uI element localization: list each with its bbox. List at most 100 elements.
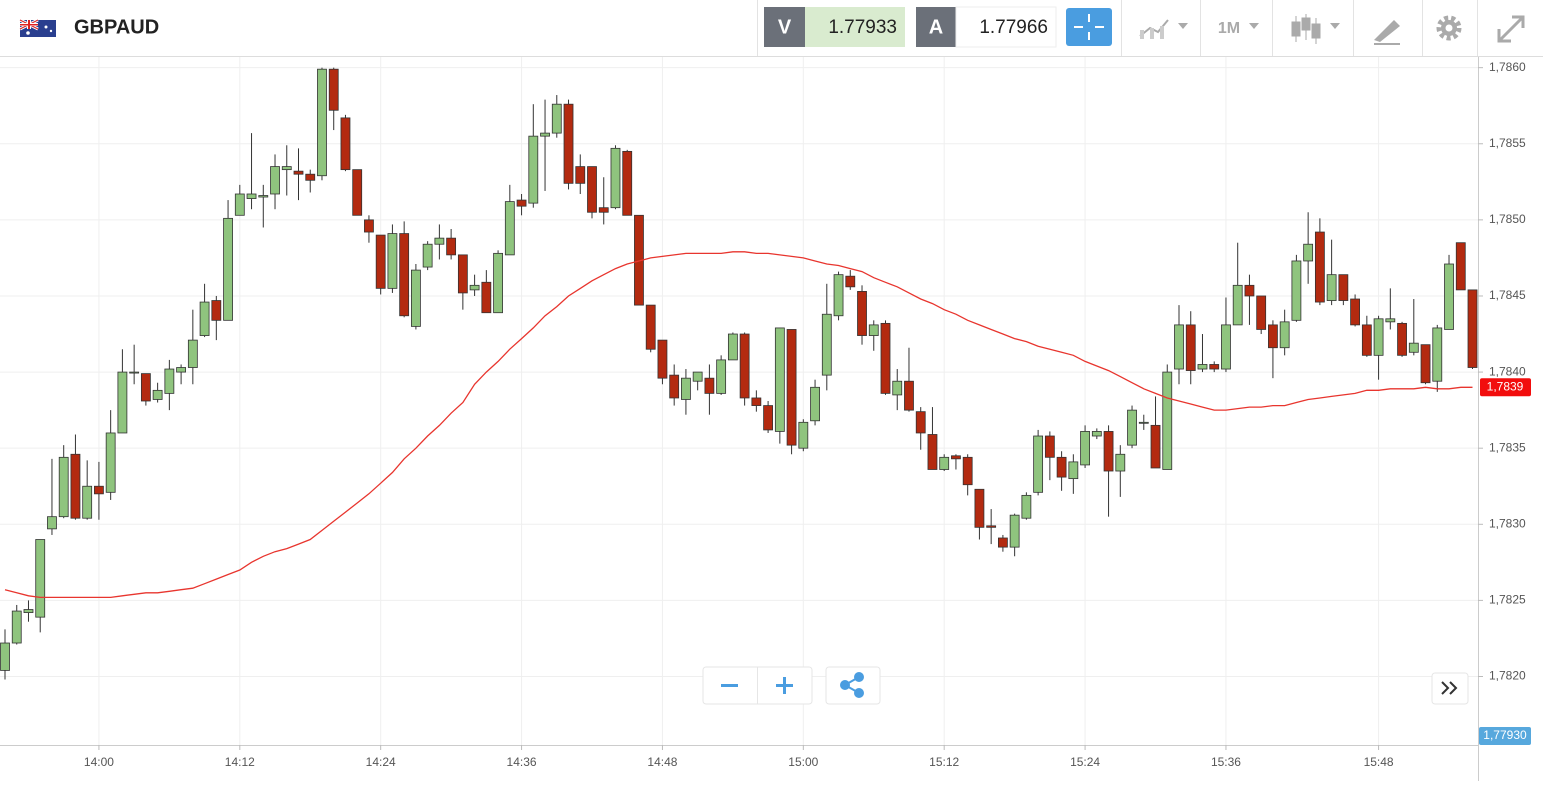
candle-body <box>457 254 468 294</box>
candle-body <box>1268 324 1278 349</box>
candle-body <box>129 371 140 374</box>
share-button[interactable] <box>825 666 881 705</box>
symbol: GBPAUD <box>74 16 159 38</box>
candle-body <box>117 371 128 434</box>
candle-body <box>1303 243 1314 262</box>
timeframe-button[interactable]: 1M <box>1218 20 1259 37</box>
candle-body <box>763 405 773 431</box>
candle-body <box>974 488 985 528</box>
candle-style-button[interactable] <box>1291 14 1340 44</box>
candle-body <box>1080 431 1090 466</box>
candle-body <box>1091 431 1102 437</box>
candle-body <box>58 456 69 518</box>
candle-body <box>70 453 81 519</box>
candle-body <box>1244 284 1255 297</box>
candle-body <box>422 243 433 268</box>
candle-body <box>1209 364 1220 370</box>
fullscreen-button[interactable] <box>1497 15 1525 43</box>
candle-body <box>1350 298 1360 326</box>
candle-body <box>1232 284 1243 326</box>
candle-body <box>446 237 457 256</box>
price-tag <box>1479 727 1531 745</box>
candle-body <box>774 327 785 432</box>
x-tick-label: 15:00 <box>788 755 818 769</box>
candle-body <box>587 166 597 213</box>
candle-body <box>727 333 738 361</box>
crosshair-button[interactable] <box>1066 8 1112 46</box>
candle-body <box>11 610 22 644</box>
chart-type-button[interactable] <box>1139 19 1188 39</box>
candle-body <box>0 642 10 671</box>
sell-label: V <box>778 16 792 38</box>
candle-body <box>516 199 527 207</box>
candle-body <box>340 117 351 171</box>
candle-body <box>904 380 914 411</box>
candle-body <box>387 233 398 289</box>
candle-body <box>504 201 515 256</box>
candle-body <box>528 135 539 204</box>
settings-button[interactable] <box>1436 15 1462 41</box>
sell-price-box[interactable] <box>805 7 905 47</box>
candle-body <box>82 485 93 519</box>
candle-body <box>915 411 926 434</box>
x-tick-label: 15:48 <box>1364 755 1394 769</box>
candle-body <box>739 333 750 399</box>
candle-body <box>645 304 656 350</box>
candle-body <box>364 219 374 233</box>
crosshair-icon <box>1074 14 1104 40</box>
candle-body <box>1455 242 1466 291</box>
candle-body <box>1162 371 1173 470</box>
zoom-controls <box>702 666 1469 705</box>
candle-body <box>211 300 222 321</box>
x-tick-label: 14:48 <box>647 755 677 769</box>
candle-body <box>105 432 116 493</box>
candle-body <box>1432 327 1443 382</box>
timeframe: 1M <box>1218 20 1240 37</box>
candle-body <box>47 516 57 530</box>
candle-body <box>1279 321 1290 349</box>
candle-body <box>821 313 832 376</box>
scroll-end-button[interactable] <box>1431 672 1469 705</box>
sell-label-box[interactable] <box>764 7 805 47</box>
draw-tool-button[interactable] <box>1374 20 1400 45</box>
zoom-out[interactable] <box>721 684 738 687</box>
candle-body <box>868 324 879 336</box>
candle-body <box>551 103 562 134</box>
candle-body <box>892 380 903 396</box>
x-tick-label: 14:00 <box>84 755 114 769</box>
candle-body <box>258 195 269 198</box>
candle-body <box>563 103 574 184</box>
candle-body <box>951 455 961 460</box>
candle-body <box>1127 409 1137 446</box>
zoom-in[interactable] <box>776 677 793 694</box>
buy-price-box[interactable] <box>955 6 1057 48</box>
x-tick-label: 14:24 <box>366 755 396 769</box>
candle-body <box>575 166 586 184</box>
candle-body <box>1361 324 1372 356</box>
y-tick-label: 1,7840 <box>1489 364 1526 378</box>
candle-body <box>281 166 292 171</box>
candle-body <box>1256 295 1267 330</box>
candle-body <box>598 207 609 213</box>
buy-label: A <box>929 16 943 38</box>
candle-body <box>1385 318 1396 323</box>
candle-body <box>692 371 703 382</box>
x-tick-label: 14:36 <box>507 755 537 769</box>
candle-body <box>305 173 316 181</box>
y-tick-label: 1,7845 <box>1489 288 1526 302</box>
candle-body <box>986 525 997 528</box>
candle-body <box>317 68 327 177</box>
candle-body <box>187 339 198 368</box>
moving-average <box>4 251 1473 599</box>
candle-body <box>328 68 339 111</box>
candle-body <box>293 170 304 175</box>
candle-body <box>1420 344 1431 384</box>
candle-body <box>1009 514 1020 548</box>
candle-body <box>716 359 727 394</box>
candle-body <box>751 397 762 406</box>
candle-body <box>610 147 621 209</box>
candle-body <box>234 193 245 216</box>
buy-label-box[interactable] <box>916 7 956 47</box>
